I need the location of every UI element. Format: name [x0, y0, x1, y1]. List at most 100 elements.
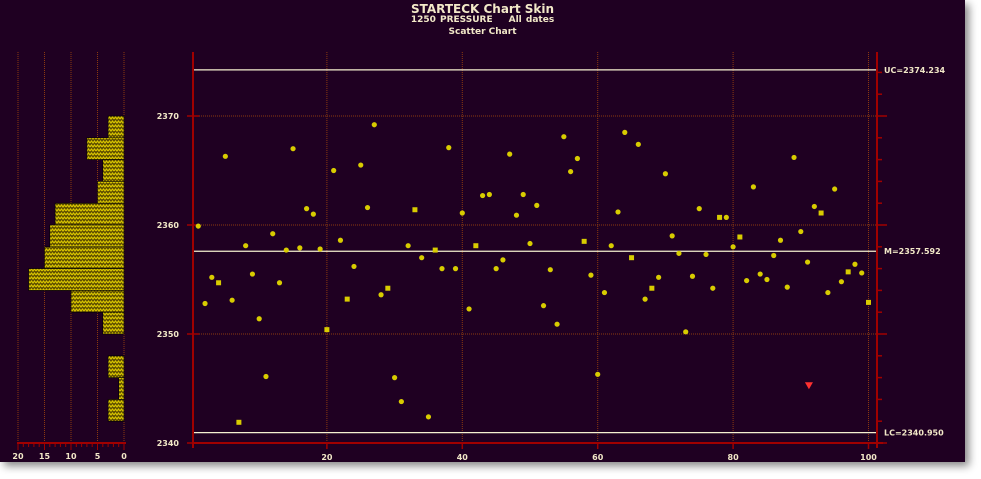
- data-point-square: [216, 280, 222, 286]
- data-point: [209, 274, 215, 280]
- data-point: [331, 167, 337, 174]
- control-line-label: M=2357.592: [884, 247, 941, 256]
- data-point: [832, 186, 838, 192]
- data-point: [256, 316, 262, 322]
- histogram-bar: [28, 268, 125, 291]
- data-point: [804, 259, 811, 265]
- x-tick-label: 80: [728, 453, 740, 462]
- x-tick-label: 20: [321, 453, 333, 462]
- data-point-square: [866, 299, 871, 305]
- y-tick-label: 2370: [157, 112, 180, 121]
- y-tick-label: 2360: [157, 221, 180, 230]
- data-point: [297, 245, 303, 251]
- data-point-square: [717, 214, 723, 220]
- x-tick-label: 100: [860, 453, 877, 462]
- data-point: [351, 263, 357, 270]
- data-point: [798, 228, 804, 235]
- data-point: [317, 246, 323, 252]
- histogram-bar: [86, 137, 125, 160]
- data-point-square: [473, 243, 479, 249]
- data-point: [656, 274, 662, 280]
- data-point: [601, 289, 608, 296]
- data-point: [703, 251, 709, 258]
- data-point: [859, 270, 865, 276]
- data-point: [513, 212, 520, 218]
- data-point: [771, 252, 777, 259]
- data-point: [622, 129, 628, 135]
- data-point: [588, 272, 594, 278]
- data-point: [276, 280, 283, 286]
- histogram-bar: [102, 159, 125, 182]
- control-line-label: LC=2340.950: [884, 429, 944, 438]
- data-point: [757, 271, 763, 277]
- histogram-bar: [97, 181, 125, 204]
- data-point: [371, 122, 377, 128]
- data-point: [723, 214, 729, 220]
- data-point: [710, 285, 716, 291]
- histogram-bar: [107, 115, 125, 139]
- data-point: [534, 202, 540, 208]
- y-tick-label: 2340: [157, 439, 180, 448]
- data-point: [229, 297, 235, 303]
- data-point: [493, 266, 499, 272]
- histogram-bar: [54, 202, 125, 226]
- data-point-square: [344, 296, 350, 302]
- data-point: [419, 255, 425, 261]
- data-point: [378, 292, 384, 298]
- data-point: [520, 191, 526, 198]
- data-point: [310, 211, 316, 217]
- data-point: [540, 303, 547, 309]
- histogram-tick-label: 10: [65, 452, 77, 461]
- data-point: [480, 192, 486, 199]
- data-point: [337, 237, 344, 243]
- data-point-square: [649, 285, 655, 291]
- data-point-square: [385, 285, 391, 291]
- data-point-square: [845, 269, 851, 275]
- scatter-chart: UC=2374.234 M=2357.592 LC=2340.950 2340 2350…: [12, 52, 946, 462]
- data-point: [676, 250, 682, 256]
- data-point-square: [629, 255, 635, 261]
- data-point: [547, 267, 553, 273]
- data-point: [358, 162, 364, 168]
- data-point: [364, 204, 371, 211]
- data-point: [283, 247, 289, 253]
- data-point: [486, 191, 492, 198]
- data-point: [669, 233, 675, 239]
- data-point: [838, 279, 845, 285]
- data-point: [750, 184, 757, 190]
- data-point: [777, 237, 784, 243]
- data-point: [439, 266, 445, 272]
- data-point: [459, 210, 465, 216]
- histogram-tick-label: 5: [95, 452, 101, 461]
- data-point: [263, 373, 269, 380]
- data-point: [290, 146, 296, 152]
- subtitle-variable: 1250 PRESSURE: [410, 15, 493, 25]
- data-point: [689, 273, 696, 279]
- histogram-bar: [44, 246, 125, 269]
- histogram-bar: [70, 290, 125, 313]
- data-point: [568, 168, 574, 175]
- chart-subtitle: 1250 PRESSURE All dates: [0, 15, 965, 25]
- data-point: [243, 243, 249, 249]
- x-tick-label: 40: [457, 453, 469, 462]
- data-point: [303, 206, 310, 212]
- data-point: [608, 243, 614, 249]
- chart-window: STARTECK Chart Skin 1250 PRESSURE All dat…: [0, 0, 965, 462]
- data-point: [696, 206, 702, 212]
- histogram-tick-label: 15: [39, 452, 51, 461]
- chart-title: STARTECK Chart Skin: [410, 2, 555, 16]
- data-point: [744, 277, 750, 284]
- data-point: [452, 266, 459, 272]
- data-point: [852, 261, 858, 267]
- data-point: [500, 257, 506, 263]
- data-point-square: [818, 210, 824, 216]
- data-point: [764, 276, 770, 283]
- data-point: [730, 244, 736, 250]
- data-point: [825, 289, 831, 296]
- y-tick-label: 2350: [157, 330, 180, 339]
- data-point: [561, 134, 567, 140]
- data-point: [425, 414, 432, 420]
- data-point: [615, 209, 621, 215]
- histogram-bar: [118, 377, 125, 400]
- data-point: [642, 296, 648, 302]
